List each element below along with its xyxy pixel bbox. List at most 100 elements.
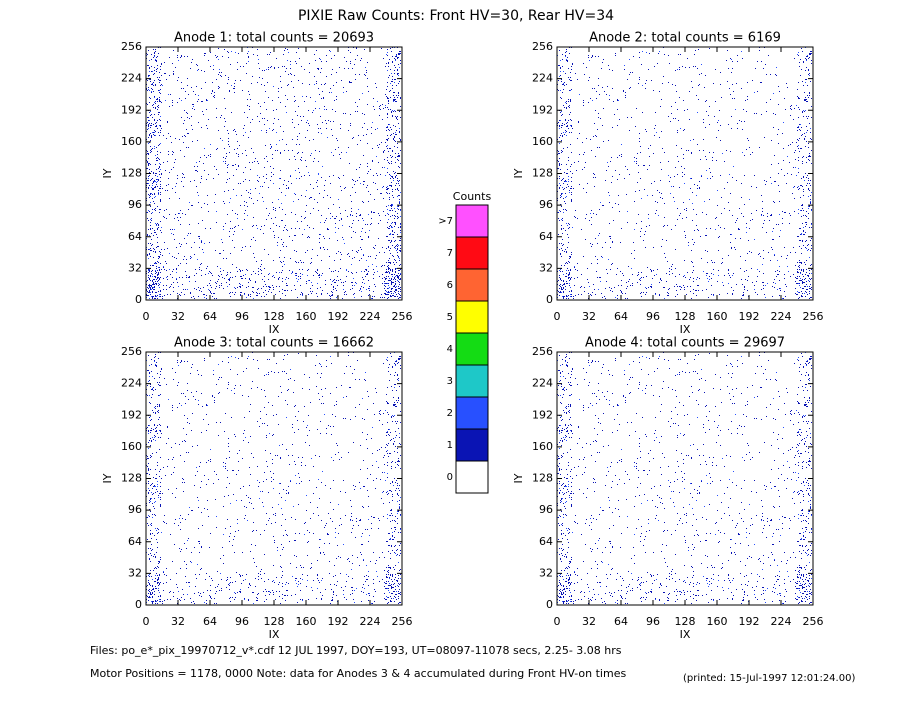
y-tick-label: 64 [128, 535, 142, 548]
y-tick-label: 32 [128, 566, 142, 579]
x-tick-label: 256 [803, 615, 824, 628]
x-tick-label: 96 [235, 615, 249, 628]
y-tick-label: 192 [121, 103, 142, 116]
y-tick-label: 160 [532, 440, 553, 453]
y-tick-label: 128 [532, 167, 553, 180]
footer-motor: Motor Positions = 1178, 0000 Note: data … [90, 667, 626, 680]
x-tick-label: 128 [264, 615, 285, 628]
plot-frame [145, 46, 403, 301]
y-tick-label: 128 [121, 472, 142, 485]
y-tick-label: 96 [128, 503, 142, 516]
page-title: PIXIE Raw Counts: Front HV=30, Rear HV=3… [298, 8, 614, 24]
count-texture [557, 47, 812, 299]
colorbar-swatch [455, 364, 489, 398]
y-tick-label: 32 [128, 261, 142, 274]
x-axis-label: IX [269, 628, 280, 641]
count-texture [557, 352, 812, 604]
x-tick-label: 0 [143, 310, 150, 323]
count-texture [146, 352, 401, 604]
x-tick-label: 32 [582, 615, 596, 628]
y-tick-label: 32 [539, 261, 553, 274]
x-tick-label: 128 [264, 310, 285, 323]
x-tick-label: 64 [614, 310, 628, 323]
colorbar-label: >7 [438, 216, 453, 227]
x-tick-label: 128 [675, 310, 696, 323]
colorbar-swatch [455, 300, 489, 334]
x-tick-label: 224 [360, 310, 381, 323]
x-tick-label: 32 [171, 310, 185, 323]
y-axis-label: IY [101, 473, 114, 483]
y-tick-label: 256 [532, 40, 553, 53]
panel-title: Anode 3: total counts = 16662 [174, 336, 374, 351]
y-tick-label: 256 [121, 345, 142, 358]
count-texture [557, 47, 812, 299]
y-tick-label: 96 [539, 503, 553, 516]
colorbar-title: Counts [453, 190, 492, 203]
x-tick-label: 0 [554, 615, 561, 628]
y-tick-label: 192 [532, 408, 553, 421]
colorbar-label: 6 [447, 280, 453, 291]
x-tick-label: 96 [646, 615, 660, 628]
x-tick-label: 224 [771, 615, 792, 628]
y-tick-label: 96 [539, 198, 553, 211]
x-tick-label: 192 [328, 615, 349, 628]
y-tick-label: 224 [532, 72, 553, 85]
colorbar-label: 4 [447, 344, 453, 355]
x-axis-label: IX [680, 323, 691, 336]
count-texture [146, 352, 401, 604]
y-tick-label: 0 [546, 293, 553, 306]
y-tick-label: 32 [539, 566, 553, 579]
y-tick-label: 128 [121, 167, 142, 180]
y-axis-label: IY [512, 168, 525, 178]
x-tick-label: 160 [296, 615, 317, 628]
panel-title: Anode 2: total counts = 6169 [589, 31, 781, 46]
plot-frame [556, 46, 814, 301]
colorbar-swatch [455, 236, 489, 270]
colorbar-label: 5 [447, 312, 453, 323]
y-axis-label: IY [512, 473, 525, 483]
y-axis-label: IY [101, 168, 114, 178]
colorbar-swatch [455, 460, 489, 494]
x-tick-label: 224 [771, 310, 792, 323]
count-texture [557, 352, 812, 604]
y-tick-label: 256 [121, 40, 142, 53]
footer-files: Files: po_e*_pix_19970712_v*.cdf 12 JUL … [90, 644, 622, 657]
colorbar-label: 7 [447, 248, 453, 259]
y-tick-label: 224 [121, 72, 142, 85]
plot-frame [145, 351, 403, 606]
y-tick-label: 192 [532, 103, 553, 116]
colorbar-swatch [455, 268, 489, 302]
x-tick-label: 256 [392, 615, 413, 628]
colorbar-swatch [455, 396, 489, 430]
x-tick-label: 160 [296, 310, 317, 323]
y-tick-label: 160 [121, 135, 142, 148]
y-tick-label: 224 [121, 377, 142, 390]
panel-title: Anode 4: total counts = 29697 [585, 336, 785, 351]
x-tick-label: 192 [739, 615, 760, 628]
colorbar-swatch [455, 428, 489, 462]
plot-frame [556, 351, 814, 606]
x-tick-label: 192 [739, 310, 760, 323]
colorbar-label: 3 [447, 376, 453, 387]
x-tick-label: 160 [707, 615, 728, 628]
y-tick-label: 192 [121, 408, 142, 421]
y-tick-label: 0 [135, 598, 142, 611]
x-tick-label: 96 [646, 310, 660, 323]
x-tick-label: 64 [203, 615, 217, 628]
y-tick-label: 0 [135, 293, 142, 306]
x-tick-label: 32 [171, 615, 185, 628]
count-texture [146, 47, 401, 299]
x-tick-label: 0 [554, 310, 561, 323]
y-tick-label: 96 [128, 198, 142, 211]
colorbar-label: 2 [447, 408, 453, 419]
x-tick-label: 128 [675, 615, 696, 628]
y-tick-label: 64 [539, 230, 553, 243]
colorbar-swatch [455, 332, 489, 366]
y-tick-label: 160 [532, 135, 553, 148]
count-texture [146, 47, 401, 299]
x-tick-label: 192 [328, 310, 349, 323]
x-tick-label: 160 [707, 310, 728, 323]
y-tick-label: 224 [532, 377, 553, 390]
y-tick-label: 256 [532, 345, 553, 358]
